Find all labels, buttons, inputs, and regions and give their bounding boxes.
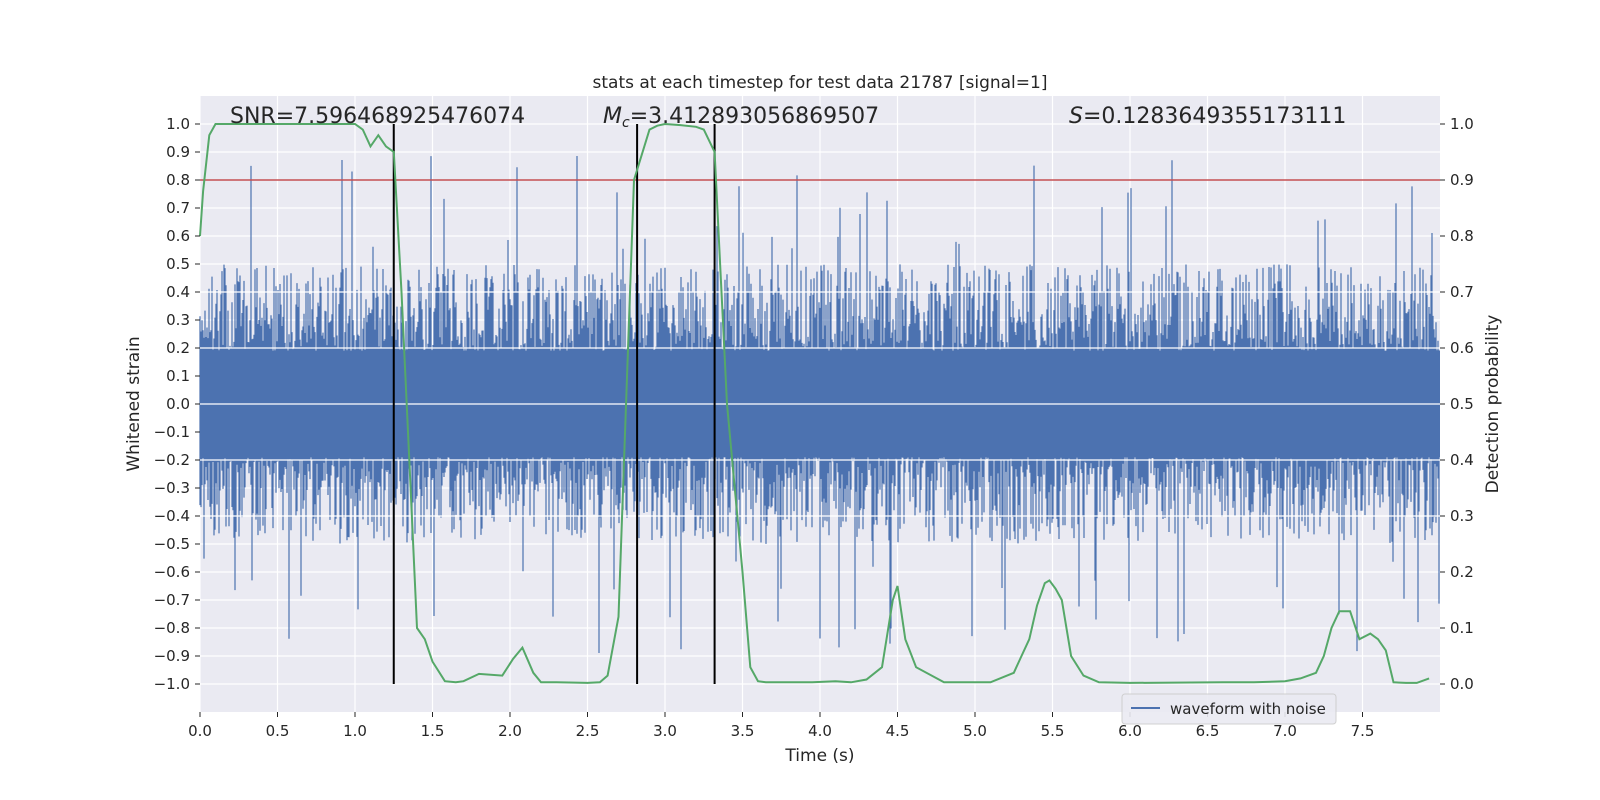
x-tick-label: 7.0 (1273, 722, 1297, 740)
x-tick-label: 5.0 (963, 722, 987, 740)
x-tick-label: 6.5 (1196, 722, 1220, 740)
y-tick-label: −0.1 (154, 423, 190, 441)
x-tick-label: 3.5 (731, 722, 755, 740)
axis-ticks: 0.0 0.5 1.0 1.5 2.0 2.5 3.0 3.5 4.0 4.5 5.0 5.5 6.0 6… (154, 115, 1474, 740)
legend: waveform with noise (1121, 693, 1337, 725)
y-tick-label: 0.2 (166, 339, 190, 357)
x-tick-label: 6.0 (1118, 722, 1142, 740)
legend-label: waveform with noise (1170, 700, 1326, 718)
y-tick-label: −0.8 (154, 619, 190, 637)
x-tick-label: 7.5 (1351, 722, 1375, 740)
y-axis-label: Whitened strain (124, 336, 144, 471)
y-right-tick-label: 0.6 (1450, 339, 1474, 357)
y-tick-label: 1.0 (166, 115, 190, 133)
x-tick-label: 3.0 (653, 722, 677, 740)
chirp-mass-annotation: Mc=3.412893056869507 (603, 104, 879, 131)
chirp-mass-value: =3.412893056869507 (630, 104, 879, 129)
s-value: =0.1283649355173111 (1083, 104, 1346, 129)
y-tick-label: 0.6 (166, 227, 190, 245)
y-tick-label: 0.5 (166, 255, 190, 273)
y-right-tick-label: 0.3 (1450, 507, 1474, 525)
y-tick-label: 0.1 (166, 367, 190, 385)
x-tick-label: 0.5 (266, 722, 290, 740)
y-tick-label: 0.9 (166, 143, 190, 161)
y-tick-label: −0.2 (154, 451, 190, 469)
y-right-tick-label: 0.7 (1450, 283, 1474, 301)
y-right-tick-label: 0.0 (1450, 675, 1474, 693)
y-right-tick-label: 0.1 (1450, 619, 1474, 637)
y-tick-label: −0.6 (154, 563, 190, 581)
y-tick-label: 0.0 (166, 395, 190, 413)
y-axis-right-label: Detection probability (1483, 315, 1503, 494)
chart-title: stats at each timestep for test data 217… (593, 73, 1048, 93)
s-symbol: S (1069, 104, 1083, 129)
y-tick-label: −0.3 (154, 479, 190, 497)
y-tick-label: −0.7 (154, 591, 190, 609)
x-tick-label: 1.0 (343, 722, 367, 740)
x-tick-label: 5.5 (1041, 722, 1065, 740)
legend-box (1121, 693, 1337, 725)
y-right-tick-label: 0.8 (1450, 227, 1474, 245)
y-tick-label: 0.4 (166, 283, 190, 301)
y-tick-label: 0.7 (166, 199, 190, 217)
y-right-tick-label: 0.9 (1450, 171, 1474, 189)
y-tick-label: −0.9 (154, 647, 190, 665)
x-tick-label: 2.5 (576, 722, 600, 740)
x-tick-label: 4.5 (886, 722, 910, 740)
x-tick-label: 0.0 (188, 722, 212, 740)
chirp-mass-symbol: M (603, 104, 622, 129)
y-tick-label: −1.0 (154, 675, 190, 693)
y-right-tick-label: 1.0 (1450, 115, 1474, 133)
x-tick-label: 2.0 (498, 722, 522, 740)
x-tick-label: 1.5 (421, 722, 445, 740)
y-tick-label: −0.5 (154, 535, 190, 553)
y-right-tick-label: 0.4 (1450, 451, 1474, 469)
snr-annotation: SNR=7.596468925476074 (230, 104, 525, 129)
y-right-tick-label: 0.2 (1450, 563, 1474, 581)
detection-probability-line (199, 122, 1430, 684)
s-annotation: S=0.1283649355173111 (1069, 104, 1346, 129)
y-tick-label: 0.3 (166, 311, 190, 329)
x-axis-label: Time (s) (784, 746, 854, 766)
chirp-mass-subscript: c (622, 115, 630, 131)
y-tick-label: −0.4 (154, 507, 190, 525)
y-right-tick-label: 0.5 (1450, 395, 1474, 413)
x-tick-label: 4.0 (808, 722, 832, 740)
vertical-markers (392, 124, 716, 684)
y-tick-label: 0.8 (166, 171, 190, 189)
